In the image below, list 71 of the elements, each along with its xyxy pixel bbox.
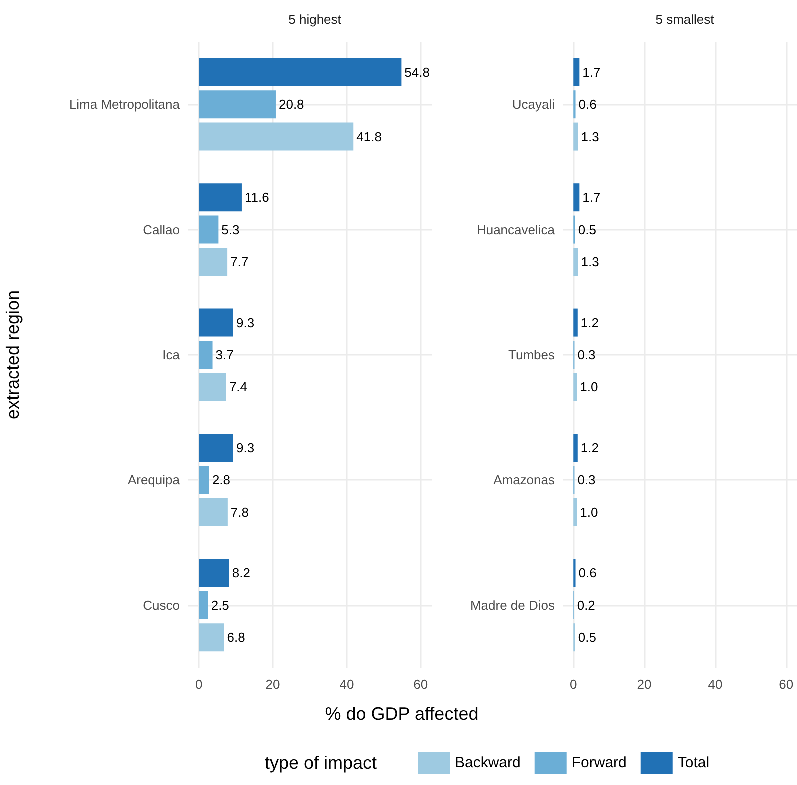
y-tick-label: Cusco [143, 598, 180, 613]
x-tick-label: 60 [779, 677, 794, 692]
legend-label: Total [678, 754, 710, 772]
data-label: 0.3 [578, 348, 596, 362]
data-label: 0.3 [578, 472, 596, 488]
data-label: 7.4 [229, 380, 248, 395]
data-label: 6.8 [227, 630, 246, 646]
legend-title: type of impact [265, 753, 378, 773]
bar [199, 90, 276, 119]
bar [199, 58, 402, 86]
chart-title: 5 highest [288, 12, 342, 27]
data-label: 0.5 [578, 222, 596, 238]
data-label: 1.7 [582, 190, 601, 206]
bar [199, 248, 228, 276]
data-label: 11.6 [244, 190, 270, 206]
data-label: 54.8 [404, 64, 430, 80]
data-label: 1.0 [580, 380, 598, 395]
data-label: 5.3 [222, 222, 240, 238]
bar [199, 341, 213, 369]
bar [199, 122, 354, 151]
x-axis-title: % do GDP affected [325, 704, 479, 724]
x-tick-label: 60 [414, 677, 428, 692]
data-label: 20.8 [278, 97, 304, 112]
y-tick-label: Callao [143, 222, 180, 238]
data-label: 8.2 [232, 566, 250, 581]
x-tick-label: 0 [195, 677, 203, 692]
x-tick-label: 40 [708, 677, 723, 692]
x-tick-label: 20 [266, 677, 280, 692]
bar [199, 184, 242, 212]
y-tick-label: Madre de Dios [470, 598, 556, 613]
chart-title: 5 smallest [656, 12, 715, 27]
data-label: 7.8 [230, 504, 250, 520]
data-label: 3.7 [216, 348, 234, 362]
y-tick-label: Ica [162, 348, 181, 362]
y-tick-label: Ucayali [512, 97, 556, 112]
data-label: 9.3 [236, 440, 255, 456]
bar [199, 591, 208, 620]
bar [199, 216, 219, 244]
bar [199, 498, 228, 526]
data-label: 1.0 [580, 504, 598, 520]
data-label: 7.7 [230, 254, 249, 270]
y-tick-label: Amazonas [494, 472, 556, 488]
data-label: 0.6 [578, 566, 597, 581]
data-label: 1.3 [581, 254, 600, 270]
data-label: 1.2 [580, 440, 599, 456]
data-label: 2.5 [211, 598, 230, 613]
data-label: 1.7 [582, 64, 601, 80]
x-tick-label: 20 [637, 677, 652, 692]
x-tick-label: 40 [340, 677, 354, 692]
y-tick-label: Huancavelica [476, 222, 556, 238]
bar [199, 373, 226, 402]
x-tick-label: 0 [570, 677, 578, 692]
bar [199, 559, 230, 588]
data-label: 0.6 [578, 97, 597, 112]
y-axis-title: extracted region [3, 290, 23, 420]
data-label: 2.8 [212, 472, 231, 488]
bar [199, 466, 210, 494]
data-label: 41.8 [356, 129, 382, 144]
y-tick-label: Tumbes [508, 348, 556, 362]
legend-label: Forward [572, 754, 627, 772]
data-label: 1.3 [581, 129, 600, 144]
data-label: 0.2 [577, 598, 596, 613]
bar [199, 308, 234, 337]
data-label: 1.2 [580, 315, 599, 330]
y-tick-label: Arequipa [128, 472, 181, 488]
y-tick-label: Lima Metropolitana [69, 97, 181, 112]
data-label: 0.5 [578, 630, 596, 646]
legend-label: Backward [455, 754, 521, 772]
data-label: 9.3 [236, 315, 255, 330]
bar [199, 434, 234, 462]
bar [199, 624, 224, 652]
